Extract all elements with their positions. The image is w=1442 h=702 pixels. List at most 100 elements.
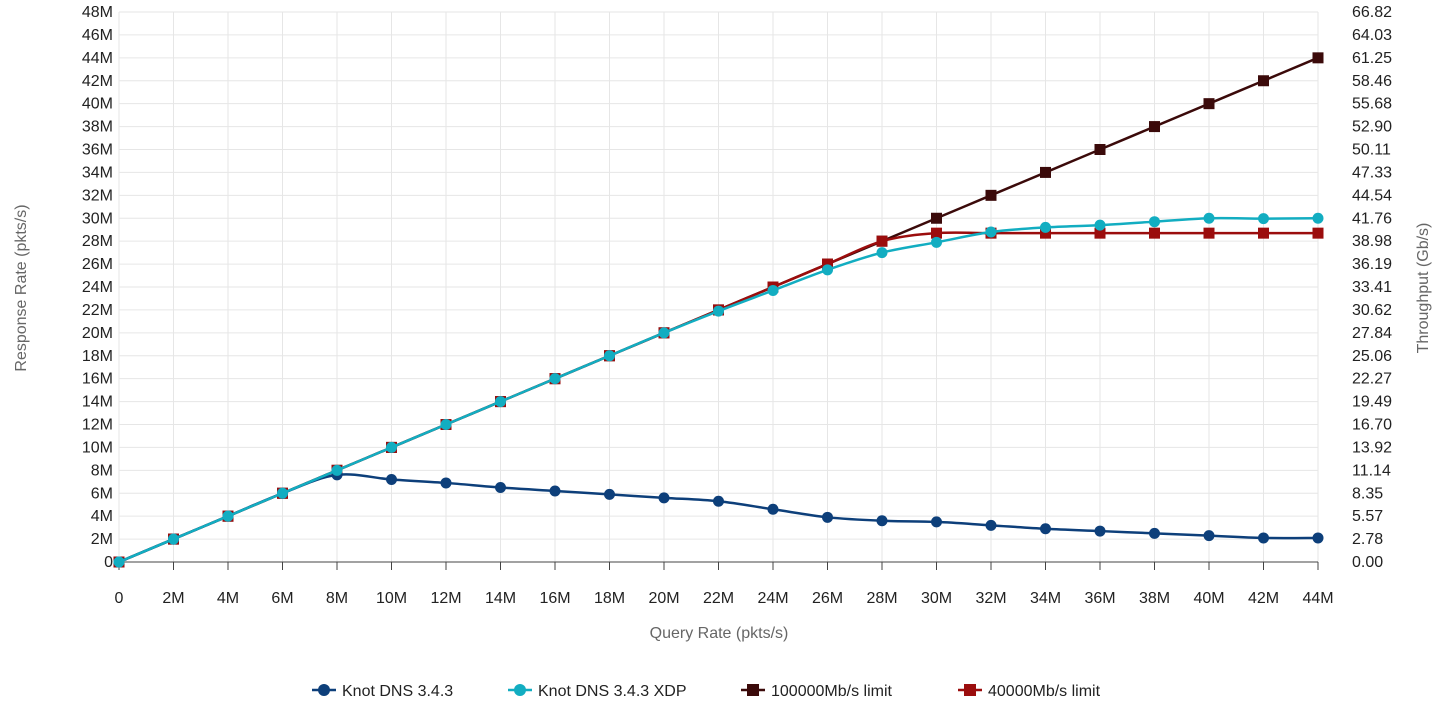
y-tick-label: 44M <box>82 50 113 67</box>
data-point-circle <box>113 556 125 568</box>
data-point-circle <box>549 485 561 497</box>
legend-symbol-circle <box>514 684 526 696</box>
x-axis-ticks: 0 2M 4M 6M 8M 10M 12M 14M 16M 18M 20M 22M 24M 26M 28M 3… <box>115 561 1334 607</box>
y-tick-label: 34M <box>82 164 113 181</box>
y-tick-label: 4M <box>91 508 113 525</box>
data-point-square <box>1149 121 1160 133</box>
data-point-circle <box>222 510 234 522</box>
y2-tick-label: 2.78 <box>1352 531 1383 548</box>
y2-tick-label: 25.06 <box>1352 348 1392 365</box>
y2-tick-label: 58.46 <box>1352 73 1392 90</box>
x-tick-label: 6M <box>271 590 293 607</box>
series-1 <box>113 212 1324 568</box>
x-tick-label: 20M <box>648 590 679 607</box>
data-point-square <box>1312 227 1324 239</box>
data-point-circle <box>604 350 615 362</box>
data-point-circle <box>1149 527 1160 539</box>
x-tick-label: 36M <box>1084 590 1115 607</box>
y-tick-label: 42M <box>82 73 113 90</box>
x-tick-label: 40M <box>1193 590 1224 607</box>
y2-tick-label: 19.49 <box>1352 394 1392 411</box>
x-tick-label: 42M <box>1248 590 1279 607</box>
y-tick-label: 28M <box>82 233 113 250</box>
data-point-square <box>1040 166 1051 178</box>
y-tick-label: 26M <box>82 256 113 273</box>
x-tick-label: 10M <box>376 590 407 607</box>
x-tick-label: 22M <box>703 590 734 607</box>
y2-axis-ticks: 0.00 2.78 5.57 8.35 11.14 13.92 16.70 19.49 22.2… <box>1352 4 1392 571</box>
x-tick-label: 0 <box>115 590 124 607</box>
data-point-circle <box>713 495 724 507</box>
y-tick-label: 2M <box>91 531 113 548</box>
x-tick-label: 8M <box>326 590 348 607</box>
y-tick-label: 6M <box>91 485 113 502</box>
legend-label: Knot DNS 3.4.3 <box>342 683 453 700</box>
data-point-square <box>1312 52 1324 64</box>
x-tick-label: 44M <box>1302 590 1333 607</box>
data-point-circle <box>658 492 670 504</box>
y-axis-ticks: 0 2M 4M 6M 8M 10M 12M 14M 16M 18M 20M 22M 24M 26M 28M 3… <box>82 4 113 571</box>
series-layer <box>113 52 1324 568</box>
data-point-circle <box>822 511 833 523</box>
y2-tick-label: 52.90 <box>1352 119 1392 136</box>
y-tick-label: 18M <box>82 348 113 365</box>
x-tick-label: 18M <box>594 590 625 607</box>
data-point-circle <box>822 264 833 276</box>
y2-tick-label: 16.70 <box>1352 417 1392 434</box>
data-point-circle <box>1312 212 1324 224</box>
data-point-square <box>1094 144 1106 155</box>
y-tick-label: 8M <box>91 462 113 479</box>
data-point-circle <box>495 396 506 408</box>
data-point-circle <box>440 419 452 430</box>
y2-tick-label: 61.25 <box>1352 50 1392 67</box>
data-point-square <box>931 227 942 239</box>
x-tick-label: 34M <box>1030 590 1061 607</box>
data-point-circle <box>1203 530 1215 542</box>
data-point-circle <box>1149 216 1160 228</box>
y2-tick-label: 44.54 <box>1352 187 1392 204</box>
data-point-circle <box>985 226 997 238</box>
y-axis-title: Response Rate (pkts/s) <box>13 204 30 371</box>
data-point-circle <box>1094 219 1106 231</box>
legend-label: 40000Mb/s limit <box>988 683 1101 700</box>
data-point-circle <box>931 516 942 528</box>
y-tick-label: 46M <box>82 27 113 44</box>
y-tick-label: 10M <box>82 439 113 456</box>
y-tick-label: 48M <box>82 4 113 21</box>
data-point-circle <box>876 247 888 259</box>
data-point-circle <box>767 284 779 296</box>
data-point-circle <box>1312 532 1324 544</box>
y-tick-label: 40M <box>82 96 113 113</box>
data-point-circle <box>1040 221 1051 233</box>
data-point-square <box>1149 227 1160 239</box>
y-tick-label: 14M <box>82 394 113 411</box>
data-point-square <box>1040 227 1051 239</box>
y2-tick-label: 36.19 <box>1352 256 1392 273</box>
data-point-square <box>822 258 833 270</box>
data-point-circle <box>1094 525 1106 537</box>
data-point-circle <box>549 373 561 385</box>
y2-tick-label: 8.35 <box>1352 485 1383 502</box>
x-tick-label: 12M <box>430 590 461 607</box>
data-point-circle <box>440 477 452 489</box>
y-tick-label: 36M <box>82 142 113 159</box>
data-point-circle <box>767 503 779 515</box>
y-tick-label: 38M <box>82 119 113 136</box>
y2-tick-label: 50.11 <box>1352 142 1391 159</box>
y2-tick-label: 64.03 <box>1352 27 1392 44</box>
y2-tick-label: 27.84 <box>1352 325 1392 342</box>
y2-tick-label: 13.92 <box>1352 439 1392 456</box>
data-point-square <box>1258 75 1269 87</box>
data-point-circle <box>713 305 724 317</box>
y-tick-label: 30M <box>82 210 113 227</box>
y-tick-label: 20M <box>82 325 113 342</box>
data-point-square <box>985 189 997 201</box>
x-tick-label: 28M <box>866 590 897 607</box>
data-point-circle <box>331 464 343 476</box>
data-point-square <box>1258 227 1269 239</box>
data-point-square <box>876 235 888 247</box>
y2-tick-label: 33.41 <box>1352 279 1392 296</box>
y2-axis-title: Throughput (Gb/s) <box>1415 223 1432 354</box>
x-tick-label: 14M <box>485 590 516 607</box>
data-point-square <box>931 212 942 224</box>
